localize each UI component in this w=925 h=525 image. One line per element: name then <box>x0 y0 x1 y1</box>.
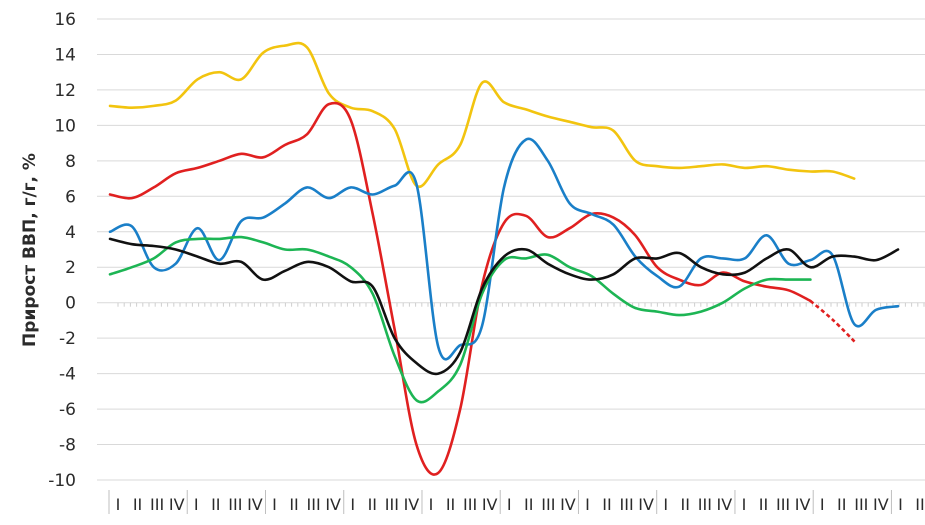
series-lines <box>108 41 900 476</box>
x-tick-label: II <box>837 495 846 514</box>
x-tick-label: II <box>602 495 611 514</box>
y-tick-label: -4 <box>59 365 76 385</box>
x-tick-label: II <box>524 495 533 514</box>
gridlines <box>97 18 925 481</box>
x-tick-label: IV <box>717 495 733 514</box>
series-line-4 <box>108 237 900 376</box>
x-tick-label: II <box>915 495 924 514</box>
x-tick-label: III <box>776 495 790 514</box>
x-tick-label: I <box>429 495 434 514</box>
series-line-0 <box>108 41 856 189</box>
y-tick-label: 14 <box>54 45 76 65</box>
y-tick-label: -6 <box>59 400 76 420</box>
x-tick-label: II <box>681 495 690 514</box>
x-tick-label: IV <box>325 495 341 514</box>
x-tick-label: IV <box>404 495 420 514</box>
x-tick-label: IV <box>247 495 263 514</box>
x-tick-label: II <box>211 495 220 514</box>
x-tick-label: I <box>742 495 747 514</box>
x-tick-label: IV <box>795 495 811 514</box>
x-tick-label: II <box>368 495 377 514</box>
x-tick-label: I <box>820 495 825 514</box>
y-tick-label: 10 <box>54 116 76 136</box>
x-tick-label: III <box>385 495 399 514</box>
y-tick-label: 6 <box>65 187 76 207</box>
y-tick-label: -2 <box>59 329 76 349</box>
x-tick-label: I <box>194 495 199 514</box>
x-tick-label: IV <box>169 495 185 514</box>
y-tick-label: 12 <box>54 81 76 101</box>
x-tick-label: III <box>307 495 321 514</box>
x-tick-label: II <box>133 495 142 514</box>
x-tick-label: I <box>507 495 512 514</box>
y-tick-label: -8 <box>59 436 76 456</box>
x-tick-label: III <box>698 495 712 514</box>
x-tick-label: II <box>759 495 768 514</box>
x-tick-label: IV <box>873 495 889 514</box>
y-tick-label: 0 <box>65 294 76 314</box>
x-tick-label: IV <box>560 495 576 514</box>
y-tick-label: 2 <box>65 258 76 278</box>
series-line-2 <box>108 137 900 361</box>
series-line-dashed-forecast <box>809 299 858 345</box>
y-tick-labels: 16 14 12 10 8 6 4 2 0 -2 -4 -6 -8 -10 <box>48 10 76 491</box>
y-tick-label: 4 <box>65 223 76 243</box>
x-tick-label: I <box>350 495 355 514</box>
x-axis: I II III IV I II III IV I II III IV I II III IV I II III IV… <box>108 302 925 514</box>
x-tick-label: I <box>585 495 590 514</box>
x-tick-label: I <box>663 495 668 514</box>
x-tick-label: I <box>272 495 277 514</box>
x-tick-label: III <box>541 495 555 514</box>
x-tick-label: III <box>150 495 164 514</box>
x-tick-label: II <box>289 495 298 514</box>
y-tick-label: 16 <box>54 10 76 30</box>
y-tick-label: -10 <box>48 471 76 491</box>
x-tick-label: III <box>228 495 242 514</box>
x-tick-label: II <box>446 495 455 514</box>
x-tick-label: III <box>854 495 868 514</box>
x-tick-label: I <box>898 495 903 514</box>
series-line-3 <box>108 235 812 404</box>
x-tick-label: IV <box>638 495 654 514</box>
x-tick-label: I <box>116 495 121 514</box>
y-tick-label: 8 <box>65 152 76 172</box>
x-tick-label: III <box>620 495 634 514</box>
x-tick-label: IV <box>482 495 498 514</box>
x-tick-label: III <box>463 495 477 514</box>
series-line-1 <box>108 101 812 476</box>
